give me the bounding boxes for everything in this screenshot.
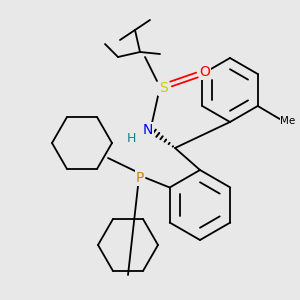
Text: H: H xyxy=(126,131,136,145)
Text: S: S xyxy=(159,81,167,95)
Text: N: N xyxy=(143,123,153,137)
Text: O: O xyxy=(200,65,210,79)
Text: P: P xyxy=(136,171,144,185)
Text: Me: Me xyxy=(280,116,295,126)
